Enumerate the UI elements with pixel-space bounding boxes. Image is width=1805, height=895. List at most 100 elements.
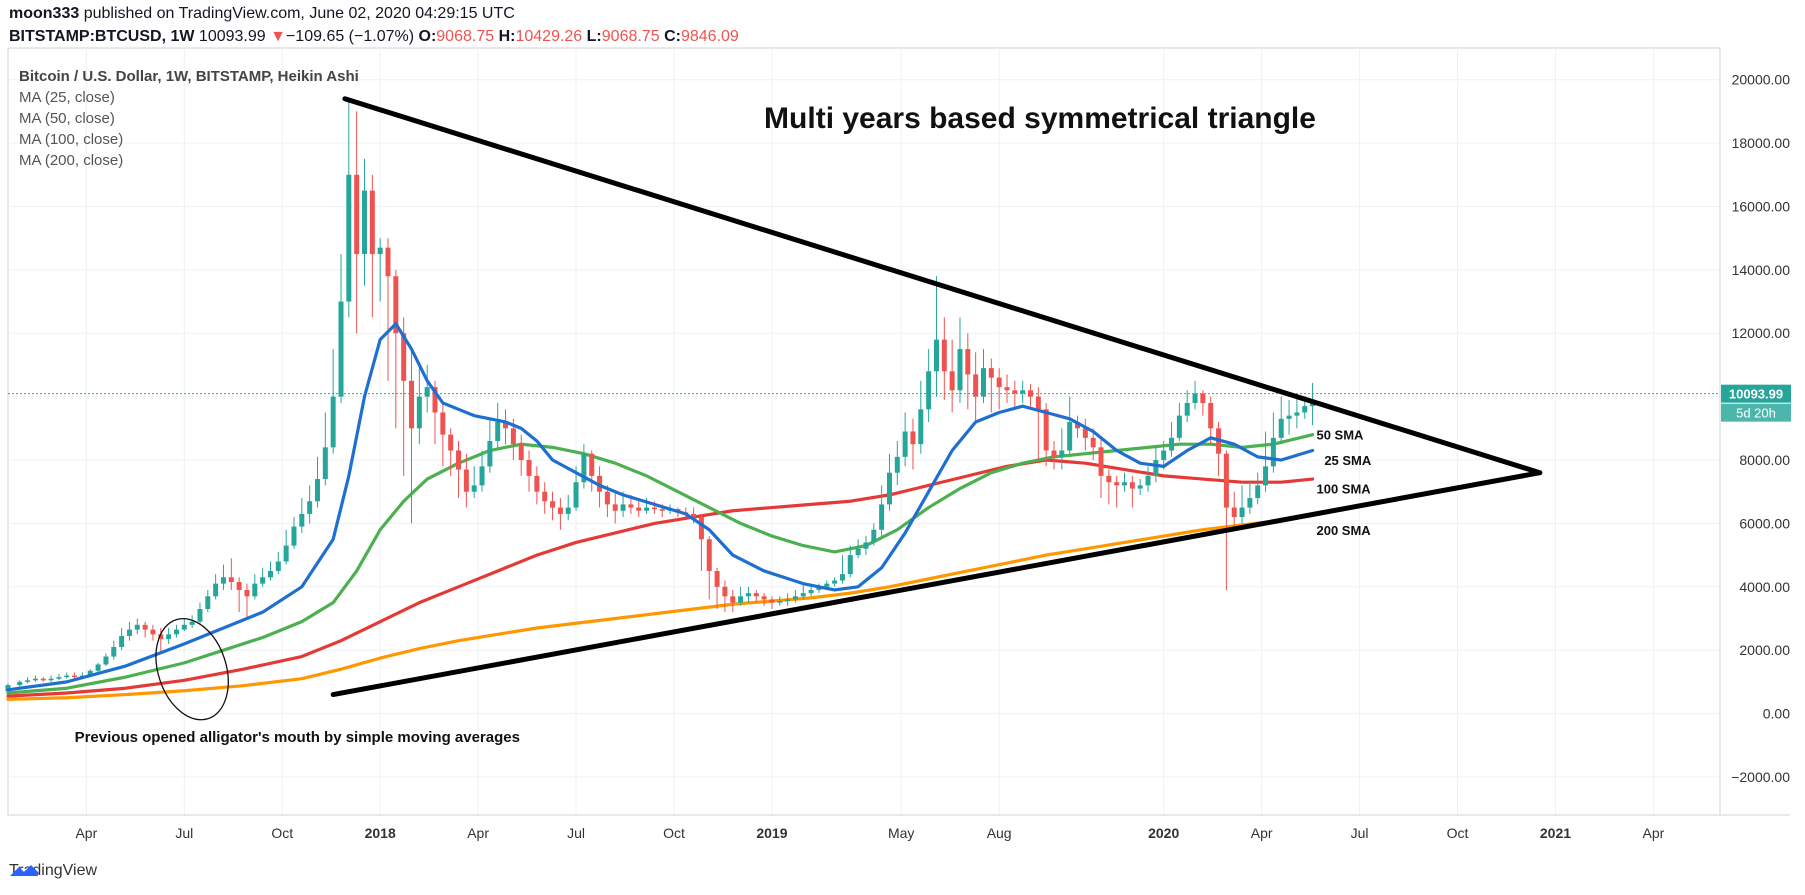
candle-body[interactable]	[134, 624, 140, 630]
ma-25-line[interactable]	[6, 322, 1315, 692]
candle-body[interactable]	[1020, 390, 1026, 394]
candle-body[interactable]	[918, 409, 924, 445]
candle-body[interactable]	[1137, 485, 1143, 489]
legend-ma-200[interactable]: MA (200, close)	[19, 152, 124, 169]
candle-body[interactable]	[354, 174, 360, 255]
candle-body[interactable]	[377, 247, 383, 255]
candle-body[interactable]	[824, 583, 830, 587]
candle-body[interactable]	[471, 485, 477, 492]
candle-body[interactable]	[338, 301, 344, 397]
candle-body[interactable]	[1208, 402, 1214, 429]
candle-body[interactable]	[1145, 475, 1151, 486]
candle-body[interactable]	[487, 441, 493, 467]
candle-body[interactable]	[260, 577, 266, 584]
candle-body[interactable]	[87, 670, 93, 676]
legend-ma-25[interactable]: MA (25, close)	[19, 89, 115, 106]
candle-body[interactable]	[636, 507, 642, 511]
ma-100-line[interactable]	[6, 458, 1315, 698]
candle-body[interactable]	[416, 396, 422, 429]
candle-body[interactable]	[996, 377, 1002, 388]
candle-body[interactable]	[691, 513, 697, 518]
candle-body[interactable]	[158, 634, 164, 640]
candle-body[interactable]	[479, 466, 485, 486]
candle-body[interactable]	[722, 586, 728, 597]
candle-body[interactable]	[526, 460, 532, 476]
candle-body[interactable]	[432, 387, 438, 413]
candle-body[interactable]	[189, 621, 195, 625]
candle-body[interactable]	[181, 624, 187, 630]
candle-body[interactable]	[424, 387, 430, 397]
candle-body[interactable]	[730, 596, 736, 603]
candle-body[interactable]	[753, 593, 759, 597]
candle-body[interactable]	[550, 501, 556, 508]
candle-body[interactable]	[1176, 415, 1182, 438]
candle-body[interactable]	[369, 190, 375, 255]
candle-body[interactable]	[1263, 466, 1269, 486]
candle-body[interactable]	[48, 678, 54, 681]
candle-body[interactable]	[385, 247, 391, 277]
candle-body[interactable]	[1294, 412, 1300, 416]
candle-body[interactable]	[220, 577, 226, 584]
candle-body[interactable]	[792, 596, 798, 600]
candle-body[interactable]	[581, 453, 587, 483]
candle-body[interactable]	[1129, 482, 1135, 489]
candle-body[interactable]	[761, 596, 767, 600]
candle-body[interactable]	[1067, 421, 1073, 451]
candle-body[interactable]	[510, 428, 516, 445]
candle-body[interactable]	[847, 555, 853, 575]
candle-body[interactable]	[1082, 428, 1088, 438]
triangle-lower-trendline[interactable]	[330, 470, 1543, 698]
candle-body[interactable]	[1098, 447, 1104, 476]
candle-body[interactable]	[25, 680, 31, 682]
candle-body[interactable]	[902, 431, 908, 457]
candle-body[interactable]	[698, 517, 704, 540]
candle-body[interactable]	[542, 491, 548, 502]
candle-body[interactable]	[628, 504, 634, 508]
candle-body[interactable]	[933, 339, 939, 372]
candle-body[interactable]	[832, 580, 838, 584]
candle-body[interactable]	[503, 421, 509, 429]
candle-body[interactable]	[1122, 482, 1128, 486]
candle-body[interactable]	[1278, 418, 1284, 438]
candle-body[interactable]	[1090, 437, 1096, 448]
legend-ma-100[interactable]: MA (100, close)	[19, 131, 124, 148]
candle-body[interactable]	[589, 453, 595, 476]
candle-body[interactable]	[706, 539, 712, 571]
candle-body[interactable]	[409, 380, 415, 429]
candle-body[interactable]	[495, 421, 501, 442]
candle-body[interactable]	[518, 444, 524, 461]
candle-body[interactable]	[283, 545, 289, 562]
candle-body[interactable]	[769, 599, 775, 603]
candle-body[interactable]	[236, 582, 242, 590]
candle-body[interactable]	[973, 374, 979, 397]
candle-body[interactable]	[299, 513, 305, 527]
candle-body[interactable]	[1270, 437, 1276, 467]
candle-body[interactable]	[1059, 450, 1065, 457]
candle-body[interactable]	[244, 589, 250, 597]
candle-body[interactable]	[926, 371, 932, 410]
candle-body[interactable]	[103, 656, 109, 665]
candle-body[interactable]	[965, 349, 971, 375]
candle-body[interactable]	[949, 371, 955, 391]
candle-body[interactable]	[839, 574, 845, 581]
candle-body[interactable]	[291, 526, 297, 546]
candle-body[interactable]	[1184, 402, 1190, 416]
candle-body[interactable]	[714, 570, 720, 587]
candle-body[interactable]	[534, 475, 540, 492]
candle-body[interactable]	[1004, 387, 1010, 391]
candle-body[interactable]	[777, 601, 783, 603]
candle-body[interactable]	[863, 542, 869, 549]
candle-body[interactable]	[800, 593, 806, 597]
candle-body[interactable]	[941, 339, 947, 372]
candle-body[interactable]	[119, 635, 125, 648]
candle-body[interactable]	[72, 675, 78, 678]
candle-body[interactable]	[738, 596, 744, 603]
candle-body[interactable]	[1161, 450, 1167, 461]
candle-body[interactable]	[32, 678, 38, 681]
candle-body[interactable]	[1012, 390, 1018, 394]
candle-body[interactable]	[126, 629, 132, 636]
candle-body[interactable]	[1114, 482, 1120, 486]
candle-body[interactable]	[1223, 453, 1229, 508]
candle-body[interactable]	[910, 431, 916, 445]
candle-body[interactable]	[1035, 396, 1041, 410]
